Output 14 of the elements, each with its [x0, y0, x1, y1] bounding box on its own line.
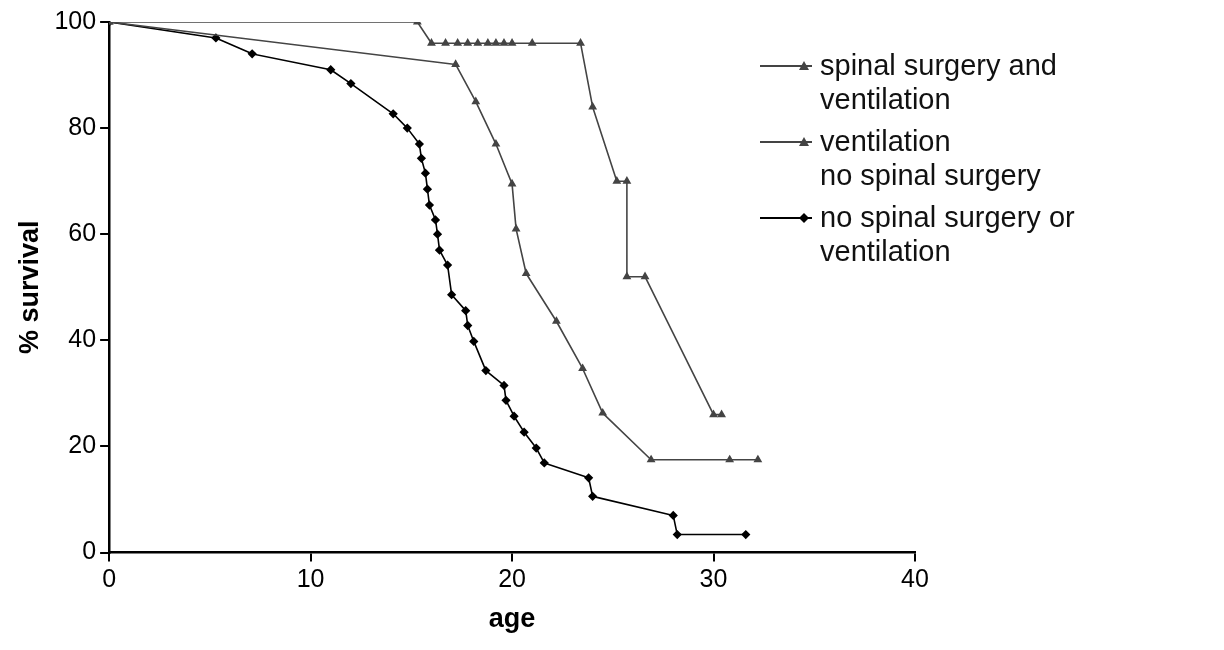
- y-tick-label: 100: [54, 5, 97, 34]
- x-tick-label: 40: [901, 564, 929, 593]
- legend-label: no spinal surgery or ventilation: [820, 200, 1075, 268]
- y-tick-label: 20: [68, 430, 97, 459]
- y-tick-label: 60: [68, 218, 97, 247]
- y-axis-title: % survival: [13, 220, 44, 355]
- x-axis-title: age: [488, 603, 536, 634]
- x-tick-label: 10: [296, 564, 325, 593]
- x-tick-label: 20: [498, 564, 526, 593]
- y-tick-label: 0: [82, 536, 97, 565]
- x-tick-label: 30: [699, 564, 728, 593]
- y-tick-label: 40: [68, 324, 97, 353]
- x-tick-label: 0: [102, 564, 117, 593]
- y-tick-label: 80: [68, 112, 97, 141]
